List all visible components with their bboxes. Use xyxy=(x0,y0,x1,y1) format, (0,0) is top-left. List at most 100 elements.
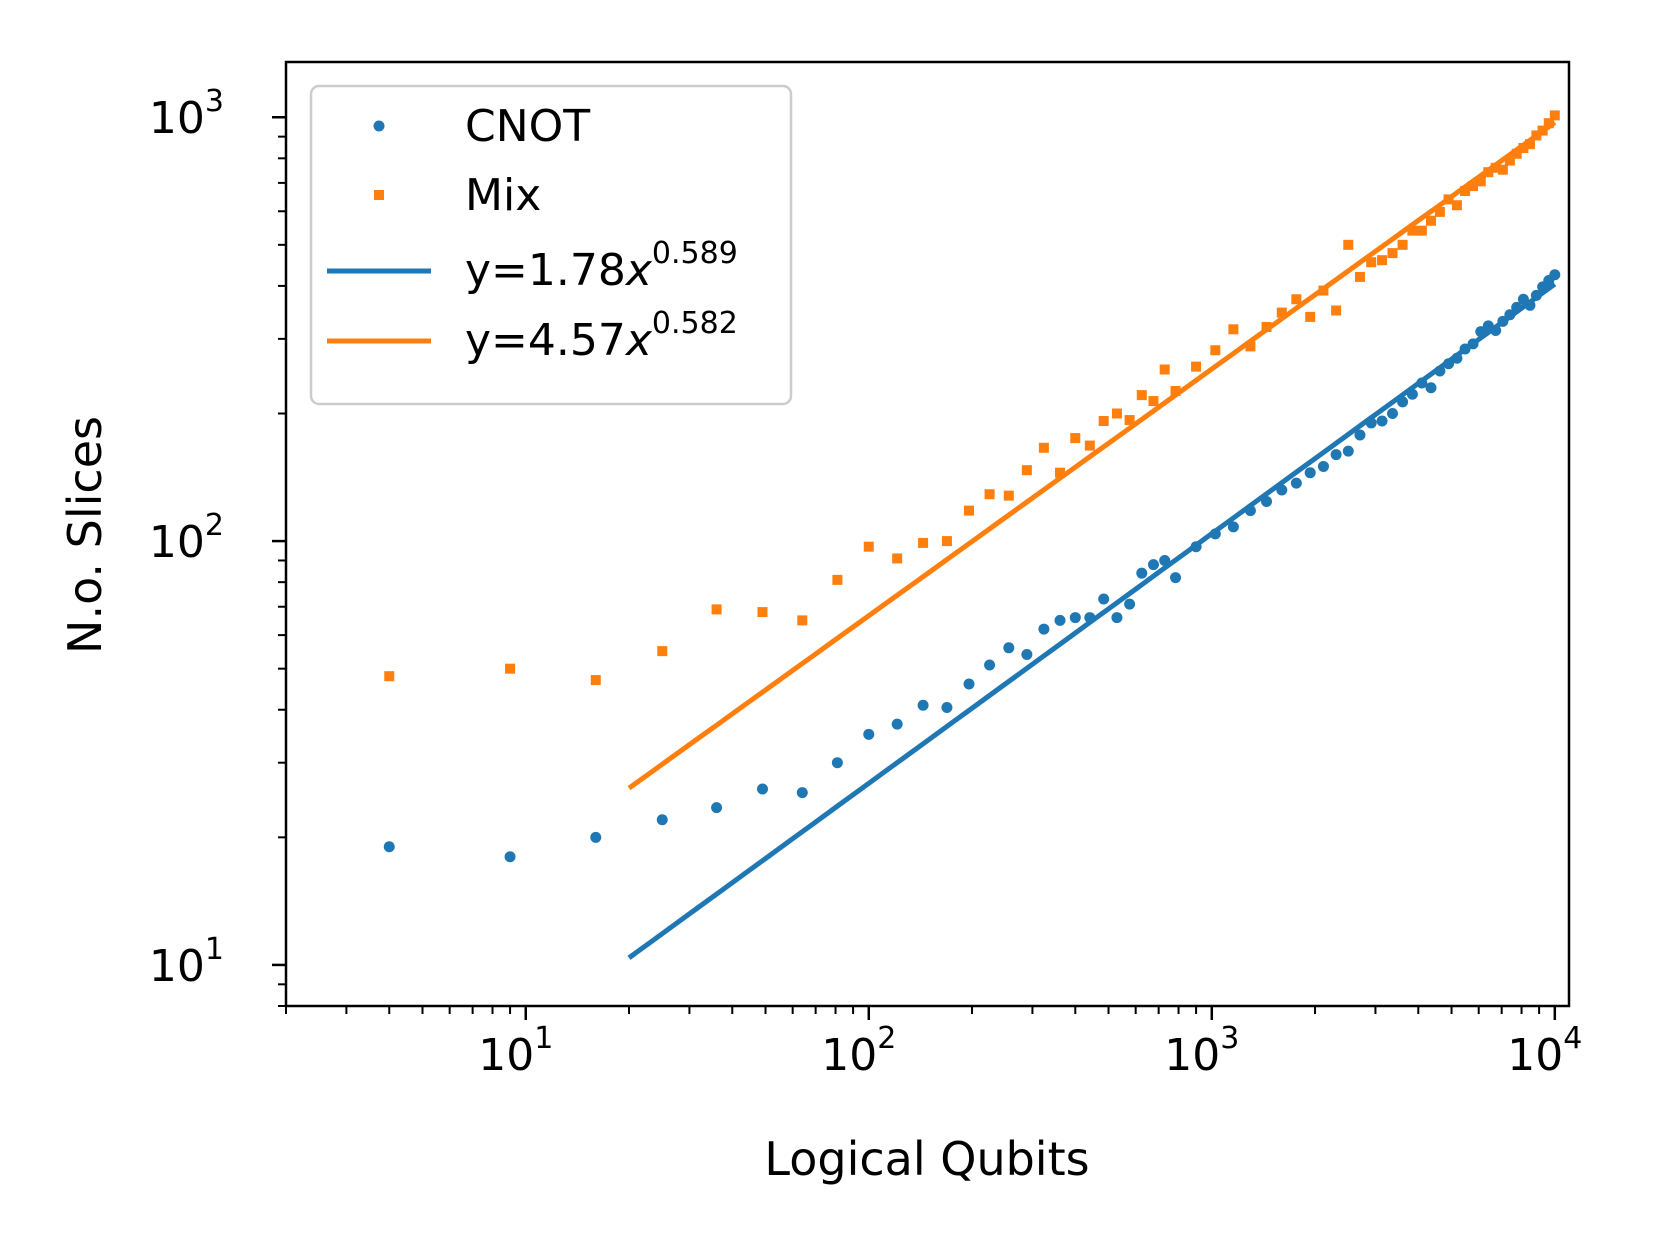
mix-point xyxy=(1261,321,1272,332)
cnot-point xyxy=(1304,467,1316,479)
mix-point xyxy=(1124,415,1135,426)
cnot-point xyxy=(1387,407,1399,419)
mix-point xyxy=(1098,416,1109,427)
mix-point xyxy=(711,604,722,615)
mix-point xyxy=(1003,490,1014,501)
mix-point xyxy=(1475,176,1486,187)
mix-point xyxy=(918,537,929,548)
mix-point xyxy=(1387,248,1398,259)
mix-point xyxy=(1084,440,1095,451)
mix-point xyxy=(1443,194,1454,205)
cnot-point xyxy=(1416,377,1428,389)
cnot-point xyxy=(1365,417,1377,429)
mix-point xyxy=(1148,396,1159,407)
cnot-point xyxy=(1443,358,1455,370)
cnot-point xyxy=(383,841,395,853)
cnot-point xyxy=(1147,559,1159,571)
cnot-point xyxy=(1069,612,1081,624)
mix-point xyxy=(1228,324,1239,335)
y-tick-label: 102 xyxy=(149,508,224,568)
cnot-point xyxy=(1038,623,1050,635)
mix-point xyxy=(1407,225,1418,236)
mix-point xyxy=(1537,125,1548,136)
mix-point xyxy=(1038,442,1049,453)
x-tick-label: 104 xyxy=(1507,1021,1582,1081)
cnot-point xyxy=(1504,309,1516,321)
legend-mix-marker xyxy=(374,190,384,200)
cnot-point xyxy=(1467,338,1479,350)
mix-point xyxy=(1524,139,1535,150)
mix-point xyxy=(892,553,903,564)
cnot-point xyxy=(1317,460,1329,472)
mix-point xyxy=(757,607,768,618)
mix-point xyxy=(1291,294,1302,305)
mix-point xyxy=(1343,239,1354,250)
cnot-point xyxy=(1170,572,1182,584)
mix-point xyxy=(657,646,668,657)
cnot-point xyxy=(1425,382,1437,394)
mix-point xyxy=(797,615,808,626)
cnot-point xyxy=(1342,445,1354,457)
cnot-point xyxy=(796,787,808,799)
mix-point xyxy=(1021,465,1032,476)
y-axis: 101 102 103 xyxy=(149,84,286,1007)
mix-point xyxy=(1511,148,1522,159)
mix-point xyxy=(1366,257,1377,268)
mix-point xyxy=(1170,385,1181,396)
cnot-point xyxy=(1354,429,1366,441)
mix-point xyxy=(941,536,952,547)
mix-point xyxy=(1276,307,1287,318)
cnot-point xyxy=(590,831,602,843)
mix-point xyxy=(1416,225,1427,236)
cnot-point xyxy=(1227,521,1239,533)
cnot-point xyxy=(1376,415,1388,427)
cnot-point xyxy=(891,718,903,730)
cnot-point xyxy=(1511,301,1523,313)
cnot-point xyxy=(504,851,516,863)
mix-point xyxy=(832,574,843,585)
x-axis: 101 102 103 104 xyxy=(285,1006,1582,1081)
mix-point xyxy=(1318,285,1329,296)
y-tick-label: 103 xyxy=(149,84,224,144)
cnot-point xyxy=(1459,343,1471,355)
mix-point xyxy=(1543,118,1554,129)
cnot-point xyxy=(1490,324,1502,336)
mix-point xyxy=(1518,143,1529,154)
mix-point xyxy=(1451,200,1462,211)
mix-point xyxy=(1354,271,1365,282)
cnot-point xyxy=(1276,484,1288,496)
legend-label: Mix xyxy=(465,170,541,221)
cnot-point xyxy=(1530,289,1542,301)
mix-fit-line xyxy=(627,120,1557,791)
mix-point xyxy=(1483,167,1494,178)
mix-point xyxy=(1497,164,1508,175)
cnot-point xyxy=(1003,642,1015,654)
cnot-point xyxy=(1524,299,1536,311)
y-axis-label: N.o. Slices xyxy=(58,416,112,654)
mix-point xyxy=(1460,185,1471,196)
cnot-point xyxy=(711,802,723,814)
cnot-point xyxy=(1209,528,1221,540)
mix-point xyxy=(863,541,874,552)
mix-point xyxy=(1245,341,1256,352)
cnot-point xyxy=(1021,649,1033,661)
mix-point xyxy=(1111,408,1122,419)
mix-point xyxy=(505,663,516,674)
cnot-point xyxy=(1124,598,1136,610)
legend-label: y=1.78x0.589 xyxy=(465,236,738,296)
mix-point xyxy=(384,671,395,682)
cnot-point xyxy=(656,814,668,826)
cnot-point xyxy=(1098,593,1110,605)
cnot-point xyxy=(757,783,769,795)
mix-point xyxy=(1191,361,1202,372)
cnot-point xyxy=(1330,449,1342,461)
cnot-point xyxy=(1136,567,1148,579)
mix-point xyxy=(1426,215,1437,226)
legend-label: y=4.57x0.582 xyxy=(465,306,738,366)
cnot-point xyxy=(917,699,929,711)
mix-point xyxy=(1055,467,1066,478)
mix-point xyxy=(1070,433,1081,444)
mix-point xyxy=(1331,305,1342,316)
x-tick-label: 102 xyxy=(821,1021,896,1081)
cnot-point xyxy=(1084,612,1096,624)
